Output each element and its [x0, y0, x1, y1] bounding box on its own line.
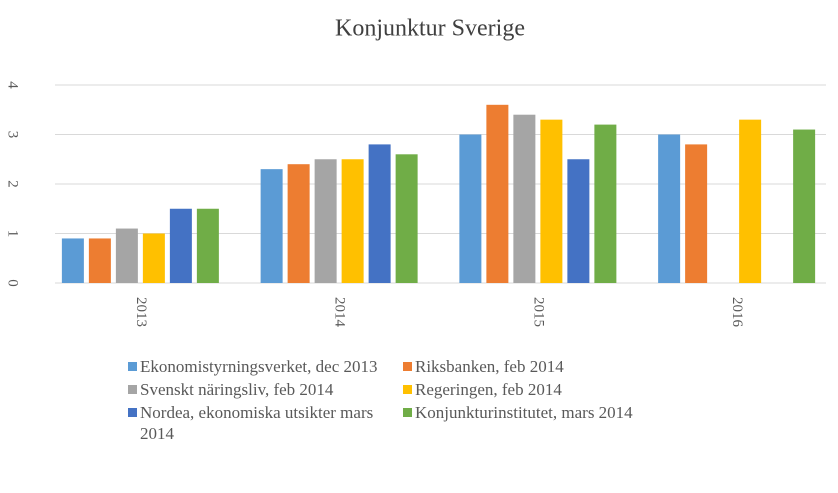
bar: [567, 159, 590, 283]
chart: Konjunktur Sverige 0 1 2 3 4 2013 2014 2015 2016: [5, 16, 826, 328]
legend-item: Konjunkturinstitutet, mars 2014: [403, 402, 678, 444]
bar: [793, 129, 816, 283]
bar: [260, 169, 283, 283]
x-tick-label: 2013: [133, 297, 149, 327]
bar: [685, 144, 708, 283]
legend-swatch: [128, 362, 137, 371]
legend-item: Riksbanken, feb 2014: [403, 356, 678, 377]
bar: [540, 119, 563, 284]
bar: [196, 208, 219, 283]
bar: [341, 159, 364, 283]
legend-label: Nordea, ekonomiska utsikter mars 2014: [140, 403, 374, 443]
legend-label: Konjunkturinstitutet, mars 2014: [415, 403, 633, 422]
y-tick-label: 2: [5, 180, 21, 188]
y-tick-label: 0: [5, 279, 21, 287]
legend-label: Riksbanken, feb 2014: [415, 357, 564, 376]
legend-item: Nordea, ekonomiska utsikter mars 2014: [128, 402, 403, 444]
bar: [486, 104, 509, 283]
bar: [594, 124, 617, 283]
x-tick-label: 2014: [332, 297, 348, 328]
bar: [739, 119, 762, 284]
legend-label: Regeringen, feb 2014: [415, 380, 562, 399]
legend-swatch: [403, 408, 412, 417]
bar: [658, 134, 681, 283]
bar: [314, 159, 337, 283]
bar: [61, 238, 84, 283]
bar: [459, 134, 482, 283]
bar: [368, 144, 391, 283]
y-tick-label: 3: [5, 131, 21, 139]
bar: [513, 114, 536, 283]
legend-item: Svenskt näringsliv, feb 2014: [128, 379, 403, 400]
y-tick-label: 4: [5, 81, 21, 89]
legend-item: Ekonomistyrningsverket, dec 2013: [128, 356, 403, 377]
legend-swatch: [128, 385, 137, 394]
bar: [115, 228, 138, 283]
bar: [169, 208, 192, 283]
legend: Ekonomistyrningsverket, dec 2013 Riksbank…: [128, 356, 678, 444]
x-tick-label: 2016: [729, 297, 745, 328]
legend-label: Ekonomistyrningsverket, dec 2013: [140, 357, 378, 376]
legend-swatch: [128, 408, 137, 417]
bar: [88, 238, 111, 283]
x-tick-label: 2015: [530, 297, 546, 327]
y-tick-label: 1: [5, 230, 21, 238]
bar: [395, 154, 418, 283]
legend-swatch: [403, 362, 412, 371]
bar: [142, 233, 165, 283]
legend-item: Regeringen, feb 2014: [403, 379, 678, 400]
bar: [287, 164, 310, 283]
legend-label: Svenskt näringsliv, feb 2014: [140, 380, 334, 399]
chart-title: Konjunktur Sverige: [335, 16, 525, 42]
legend-swatch: [403, 385, 412, 394]
